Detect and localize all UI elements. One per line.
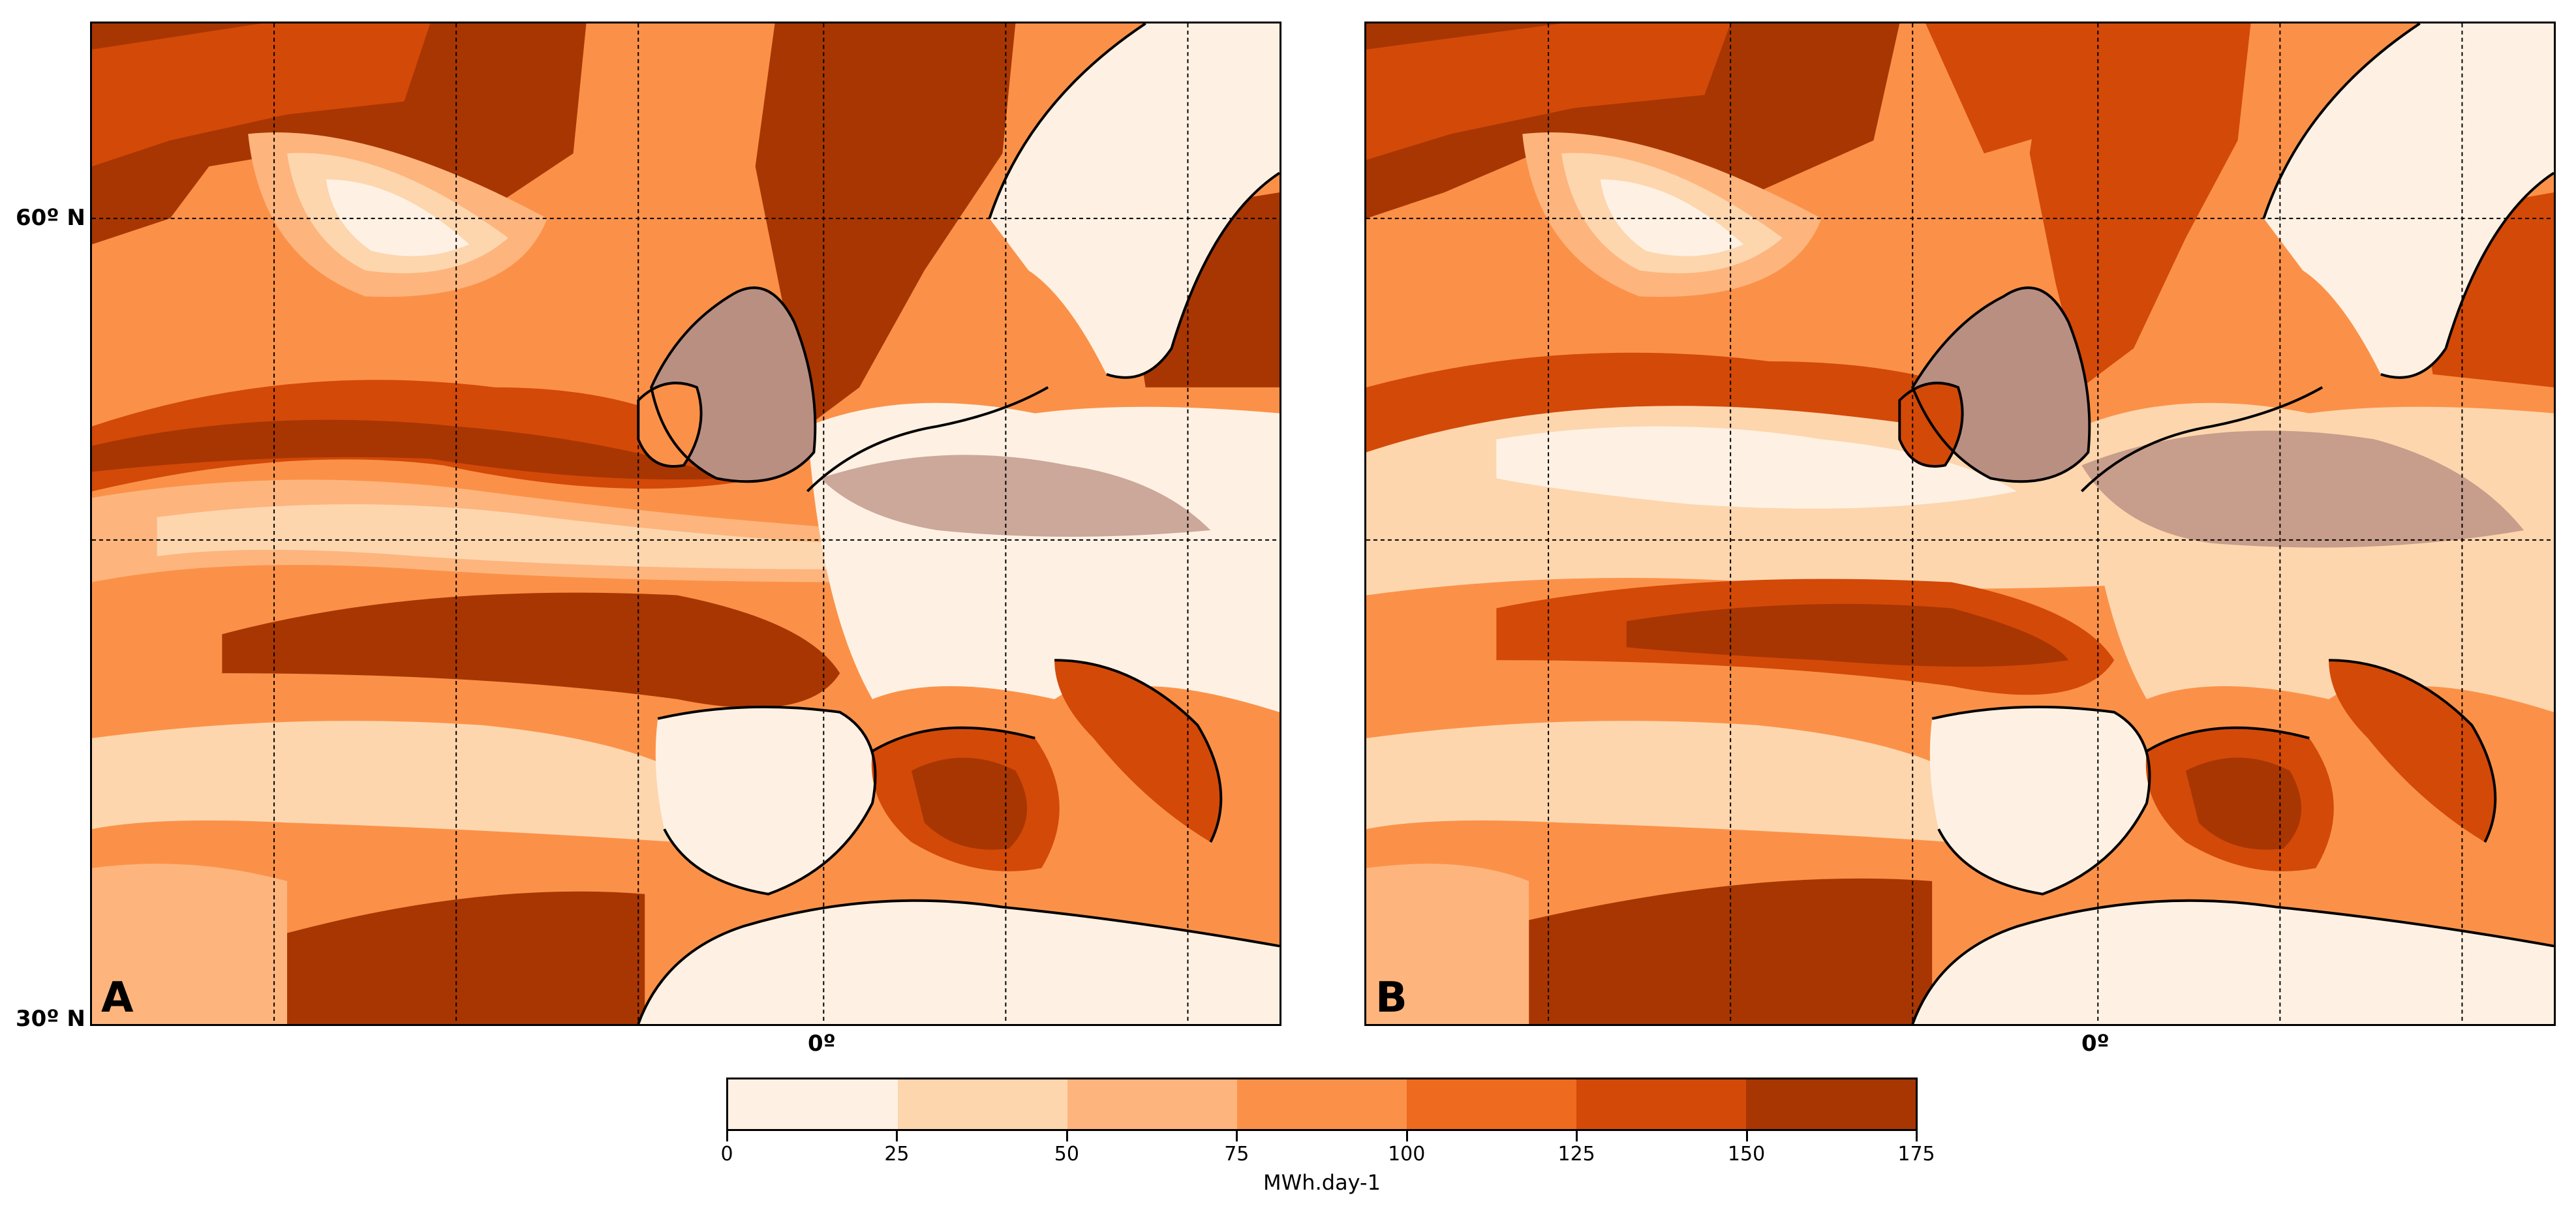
- panel-label-b: B: [1375, 974, 1407, 1022]
- colorbar-tick-0: [726, 1131, 728, 1141]
- colorbar-tick-125: [1576, 1131, 1578, 1141]
- lat-label-30n: 30º N: [16, 1006, 85, 1032]
- colorbar-tick-label-25: 25: [884, 1143, 910, 1166]
- colorbar-tick-50: [1066, 1131, 1068, 1141]
- lat-label-60n: 60º N: [16, 205, 85, 231]
- colorbar-swatch-0: [728, 1079, 898, 1129]
- lon-label-a: 0º: [808, 1031, 836, 1057]
- colorbar-tick-label-50: 50: [1054, 1143, 1079, 1166]
- colorbar-swatch-5: [1576, 1079, 1746, 1129]
- colorbar-tick-25: [896, 1131, 898, 1141]
- map-b: [1366, 23, 2554, 1024]
- map-a: [92, 23, 1280, 1024]
- panel-label-a: A: [101, 974, 134, 1022]
- map-panel-b: B: [1364, 22, 2556, 1026]
- map-panel-a: A: [90, 22, 1281, 1026]
- colorbar-tick-100: [1405, 1131, 1408, 1141]
- colorbar-tick-label-150: 150: [1727, 1143, 1766, 1166]
- colorbar-swatch-2: [1067, 1079, 1237, 1129]
- colorbar-tick-label-100: 100: [1388, 1143, 1426, 1166]
- colorbar-tick-label-75: 75: [1224, 1143, 1250, 1166]
- colorbar-tick-label-125: 125: [1557, 1143, 1595, 1166]
- colorbar-tick-175: [1916, 1131, 1918, 1141]
- lon-label-b: 0º: [2081, 1031, 2109, 1057]
- colorbar: [726, 1078, 1918, 1131]
- colorbar-swatch-3: [1237, 1079, 1407, 1129]
- colorbar-tick-label-175: 175: [1897, 1143, 1935, 1166]
- colorbar-unit-label: MWh.day-1: [1263, 1170, 1381, 1195]
- colorbar-tick-label-0: 0: [720, 1143, 733, 1166]
- colorbar-swatch-1: [898, 1079, 1067, 1129]
- colorbar-tick-75: [1236, 1131, 1238, 1141]
- colorbar-tick-150: [1745, 1131, 1748, 1141]
- colorbar-swatch-4: [1407, 1079, 1576, 1129]
- colorbar-swatch-6: [1746, 1079, 1916, 1129]
